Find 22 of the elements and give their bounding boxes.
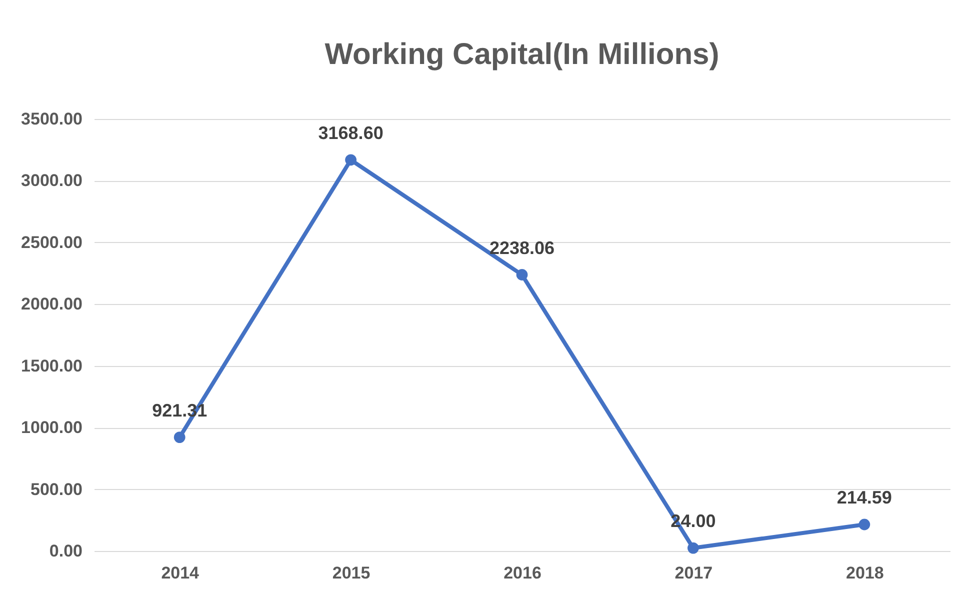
y-tick-label: 2000.00	[21, 294, 82, 314]
x-tick-label: 2014	[161, 564, 200, 582]
point	[516, 269, 528, 280]
data-label: 214.59	[836, 488, 892, 508]
x-tick-label: 2015	[332, 564, 370, 582]
x-tick-label: 2016	[504, 564, 542, 582]
data-label: 3168.60	[318, 122, 384, 143]
point	[174, 432, 186, 443]
y-tick-label: 1000.00	[21, 418, 82, 438]
data-label: 2238.06	[489, 238, 555, 258]
y-tick-label: 1500.00	[21, 356, 82, 376]
point	[345, 154, 356, 166]
y-tick-label: 3000.00	[21, 171, 82, 190]
y-tick-label: 0.00	[49, 542, 82, 560]
y-tick-label: 2500.00	[21, 232, 82, 252]
y-tick-label: 3500.00	[21, 110, 82, 128]
x-tick-label: 2017	[674, 564, 713, 582]
y-tick-label: 500.00	[30, 480, 82, 499]
point	[688, 542, 699, 554]
x-tick-label: 2018	[846, 564, 884, 582]
point	[858, 518, 870, 530]
chart-title: Working Capital(In Millions)	[324, 38, 720, 71]
